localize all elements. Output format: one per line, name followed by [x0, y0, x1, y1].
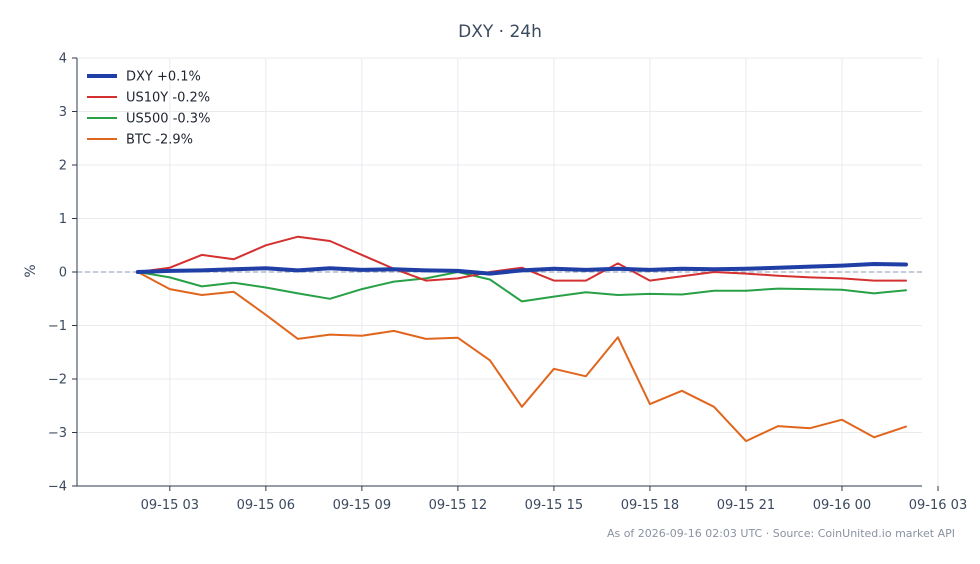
series-line-3: [136, 271, 907, 443]
series-line-0: [135, 262, 908, 276]
y-tick-label: −4: [48, 480, 67, 495]
y-axis-label: %: [23, 264, 39, 277]
y-tick-label: −3: [48, 426, 67, 441]
chart-title: DXY · 24h: [458, 22, 542, 42]
y-tick-label: −1: [48, 319, 67, 334]
axes: −4 −3 −2 −1 0 1 2 3 4 09-15 03 09-15 06 09-15 09 09-…: [48, 52, 967, 514]
series-line-2: [136, 271, 907, 303]
x-tick-label: 09-15 03: [141, 498, 199, 513]
x-tick-label: 09-15 06: [237, 498, 295, 513]
x-tick-label: 09-15 21: [717, 498, 775, 513]
x-tick-label: 09-15 09: [333, 498, 391, 513]
x-tick-label: 09-16 00: [813, 498, 871, 513]
x-tick-label: 09-15 15: [525, 498, 583, 513]
series-line-1: [136, 235, 907, 282]
legend-label: US500 -0.3%: [126, 112, 210, 127]
legend-label: US10Y -0.2%: [126, 91, 210, 106]
x-tick-label: 09-15 18: [621, 498, 679, 513]
y-tick-label: −2: [48, 373, 67, 388]
legend-label: DXY +0.1%: [126, 70, 201, 85]
footer-source: As of 2026-09-16 02:03 UTC · Source: Coi…: [607, 527, 955, 540]
y-tick-label: 2: [59, 159, 67, 174]
y-tick-label: 1: [59, 212, 67, 227]
y-tick-label: 3: [59, 105, 67, 120]
x-tick-label: 09-16 03: [909, 498, 967, 513]
y-tick-label: 4: [59, 52, 67, 67]
series-lines: [135, 235, 908, 443]
y-tick-label: 0: [59, 266, 67, 281]
legend-label: BTC -2.9%: [126, 133, 193, 148]
legend: DXY +0.1% US10Y -0.2% US500 -0.3% BTC -2.9%: [87, 70, 210, 148]
x-tick-label: 09-15 12: [429, 498, 487, 513]
